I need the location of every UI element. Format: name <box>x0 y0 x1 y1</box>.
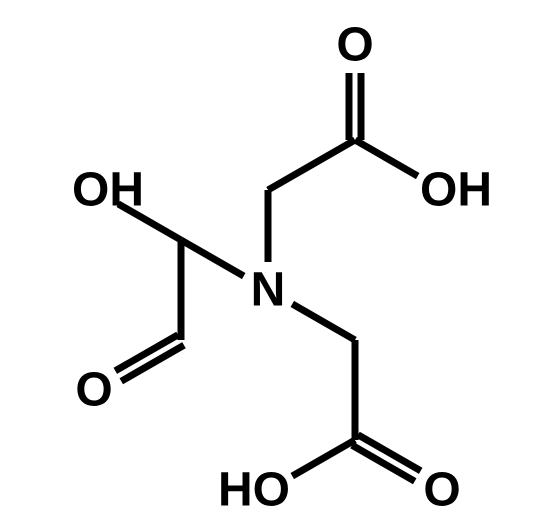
bond <box>355 140 418 176</box>
molecule-diagram: NOOHOOHOHO <box>0 0 550 517</box>
atom-label-O3h: HO <box>218 464 290 517</box>
atom-label-O1d: O <box>336 19 373 72</box>
atom-label-O2h: OH <box>72 164 144 217</box>
bond <box>292 440 355 476</box>
atom-label-N: N <box>251 264 286 317</box>
atoms-layer: NOOHOOHOHO <box>72 19 492 517</box>
atom-label-O1h: OH <box>420 164 492 217</box>
bond <box>268 140 355 190</box>
atom-label-O3d: O <box>423 464 460 517</box>
atom-label-O2d: O <box>75 364 112 417</box>
bond <box>181 240 244 276</box>
bond <box>292 304 355 340</box>
